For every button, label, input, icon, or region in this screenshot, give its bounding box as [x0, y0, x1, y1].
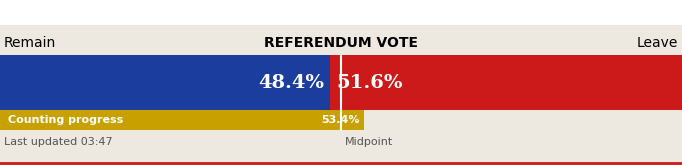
- Text: REFERENDUM VOTE: REFERENDUM VOTE: [264, 36, 418, 50]
- Bar: [0, 110, 364, 130]
- Bar: [364, 110, 682, 130]
- Bar: [330, 55, 682, 110]
- Text: Counting progress: Counting progress: [8, 115, 123, 125]
- Text: 51.6%: 51.6%: [336, 73, 402, 92]
- Text: 48.4%: 48.4%: [258, 73, 324, 92]
- Text: Remain: Remain: [4, 36, 56, 50]
- Text: Midpoint: Midpoint: [345, 137, 394, 147]
- Text: 53.4%: 53.4%: [321, 115, 359, 125]
- Text: Leave: Leave: [636, 36, 678, 50]
- Bar: [0, 0, 682, 25]
- Bar: [0, 55, 330, 110]
- Text: Last updated 03:47: Last updated 03:47: [4, 137, 113, 147]
